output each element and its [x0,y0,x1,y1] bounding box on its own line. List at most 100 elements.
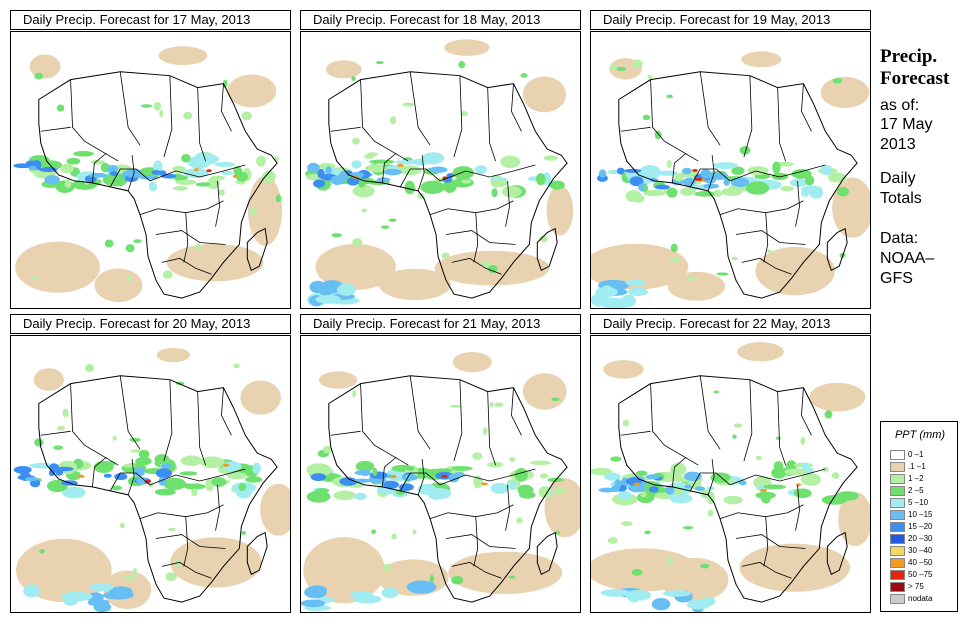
legend-swatch [890,557,905,568]
intense-core [694,177,703,181]
legend-label: .1 –1 [908,462,926,471]
rain-cell [256,155,266,167]
rain-cell [538,486,551,498]
legend-swatch [890,521,905,532]
dry-area [227,74,277,108]
legend-swatch [890,581,905,592]
country-border [439,164,536,182]
shower [119,522,125,529]
madagascar-outline [246,227,268,271]
country-border [473,212,479,263]
shower [165,572,177,582]
map-canvas [305,39,574,307]
country-border [777,87,786,162]
shower [34,72,44,80]
shower [607,537,618,544]
legend-label: 40 –50 [908,558,933,567]
rain-cell [354,492,367,501]
rain-cell [318,162,336,170]
country-border [445,230,516,245]
country-border [451,561,502,579]
country-border [330,430,361,436]
shower [53,445,64,450]
rain-cell-heavy [376,177,391,183]
rain-cell-heavy [313,179,326,188]
madagascar-outline [246,531,268,575]
shower [64,179,72,188]
country-border [149,164,246,182]
rain-cell-heavy [25,160,36,166]
rain-cell [200,456,225,469]
rain-cell [507,480,517,490]
shower [831,472,840,479]
country-border [763,212,769,263]
africa-coastline [328,375,568,603]
storm-band [301,599,326,608]
rain-cell-heavy [398,483,414,491]
rain-cell [731,166,745,175]
madagascar-outline [826,531,848,575]
storm-band [336,283,356,296]
storm-band [307,585,328,595]
shower [487,264,498,273]
rain-cell [154,488,176,496]
legend-swatch [890,533,905,544]
rain-cell-heavy [616,167,625,175]
country-border [382,456,397,487]
legend-row: 0 –1 [890,449,924,460]
legend-row: 2 –5 [890,485,924,496]
shower [250,207,257,217]
rain-cell [351,160,362,169]
rain-cell-heavy [383,168,402,176]
rain-cell [721,187,743,196]
intense-core [441,474,448,478]
country-border [707,459,715,495]
rain-cell [235,171,248,182]
dry-area [378,268,452,301]
country-border [429,504,514,520]
legend-swatch [890,545,905,556]
country-border [417,459,425,495]
shower [755,455,763,461]
rain-cell-heavy [151,170,161,175]
rain-cell-heavy [629,176,644,187]
rain-cell-heavy [723,178,730,186]
rain-cell [773,461,784,471]
side-title-line1: Precip. [880,46,938,67]
legend-row: .1 –1 [890,461,926,472]
shower [553,487,566,494]
rain-cell [801,462,811,468]
africa-coastline [38,71,278,299]
rain-cell-heavy [160,463,172,469]
shower [669,257,680,263]
rain-cell-heavy [317,168,325,179]
rain-cell [669,493,693,504]
shower [115,179,126,187]
rain-cell-heavy [623,168,642,173]
legend-swatch [890,449,905,460]
rain-cell-heavy [665,485,675,495]
dry-area [809,382,866,412]
rain-cell-heavy [103,473,112,478]
rain-cell-heavy [730,177,750,188]
shower [380,225,390,229]
rain-cell [111,485,123,491]
country-border [689,168,731,188]
africa-coastline [618,375,858,603]
country-border [451,257,502,275]
rain-cell [529,460,552,465]
rain-cell-heavy [598,169,607,178]
rain-cell-heavy [648,486,659,493]
precip-map [300,31,581,309]
storm-band [600,589,631,597]
country-border [473,516,479,567]
legend-row: 1 –2 [890,473,924,484]
rain-cell [181,154,191,163]
shower [489,402,494,408]
rain-cell [487,461,504,468]
country-border [650,79,699,162]
data-source-line2: NOAA– [880,250,935,267]
dry-area [318,371,358,389]
storm-band [595,287,618,298]
shower [682,526,694,530]
